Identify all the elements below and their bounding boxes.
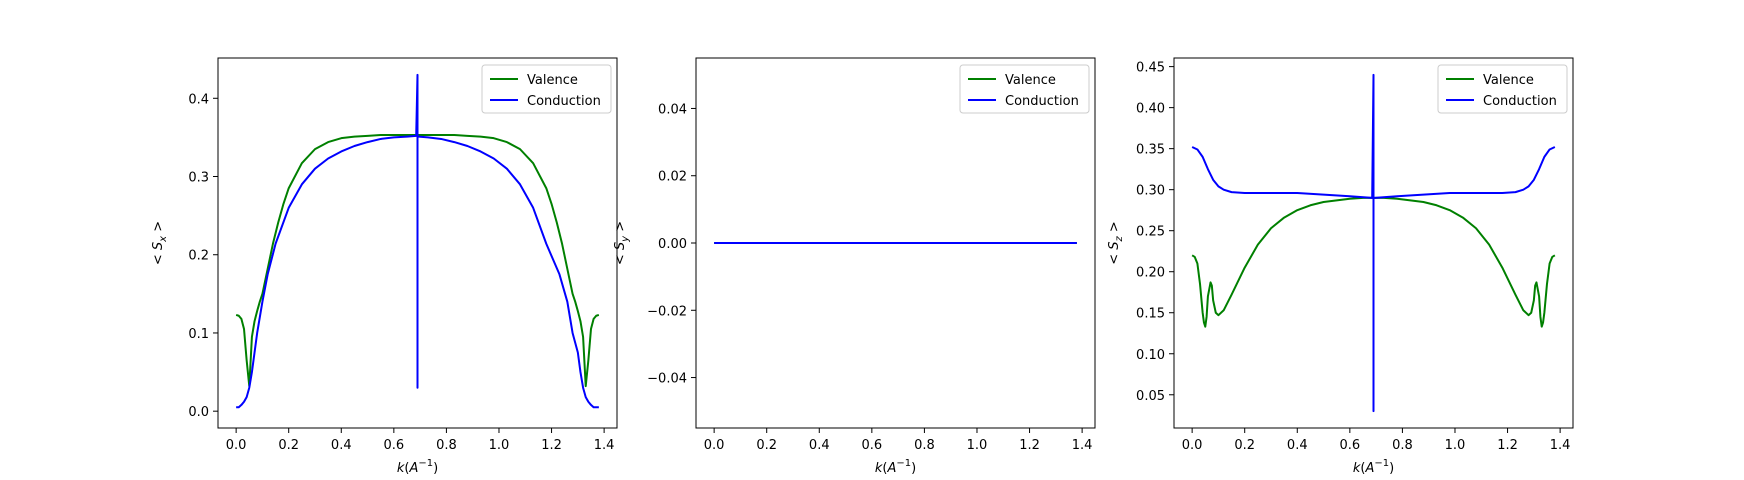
legend-label-valence: Valence xyxy=(1005,73,1056,88)
y-tick-label: 0.0 xyxy=(188,405,209,420)
x-tick-label: 0.0 xyxy=(1182,438,1203,453)
x-tick-label: 1.4 xyxy=(1550,438,1571,453)
y-tick-label: 0.1 xyxy=(188,327,209,342)
x-tick-label: 0.4 xyxy=(331,438,352,453)
x-tick-label: 0.0 xyxy=(226,438,247,453)
legend-label-conduction: Conduction xyxy=(1005,94,1079,109)
y-axis-label: < Sx > xyxy=(151,221,169,265)
y-axis-label: < Sz > xyxy=(1107,221,1125,265)
y-tick-label: 0.3 xyxy=(188,171,209,186)
y-tick-label: 0.40 xyxy=(1136,102,1165,117)
x-tick-label: 1.2 xyxy=(1497,438,1518,453)
plot-area xyxy=(235,73,600,409)
y-axis-label: < Sy > xyxy=(613,221,631,265)
y-tick-label: 0.25 xyxy=(1136,225,1165,240)
x-tick-label: 1.2 xyxy=(541,438,562,453)
x-tick-label: 0.2 xyxy=(1234,438,1255,453)
y-tick-label: 0.30 xyxy=(1136,184,1165,199)
y-tick-label: 0.10 xyxy=(1136,348,1165,363)
y-tick-label: −0.02 xyxy=(647,304,687,319)
y-tick-label: 0.04 xyxy=(658,102,687,117)
y-tick-label: 0.02 xyxy=(658,170,687,185)
legend: Valence Conduction xyxy=(481,64,612,114)
x-tick-label: 0.6 xyxy=(1340,438,1361,453)
legend: Valence Conduction xyxy=(959,64,1090,114)
axes-frame xyxy=(217,57,618,429)
y-tick-label: 0.15 xyxy=(1136,307,1165,322)
y-tick-label: 0.00 xyxy=(658,237,687,252)
x-tick-label: 0.8 xyxy=(436,438,457,453)
x-tick-label: 1.0 xyxy=(967,438,988,453)
y-tick-label: 0.2 xyxy=(188,249,209,264)
x-tick-label: 1.2 xyxy=(1019,438,1040,453)
x-tick-label: 0.4 xyxy=(1287,438,1308,453)
legend-label-conduction: Conduction xyxy=(527,94,601,109)
legend-label-valence: Valence xyxy=(1483,73,1534,88)
y-tick-label: 0.35 xyxy=(1136,143,1165,158)
x-tick-label: 1.4 xyxy=(1072,438,1093,453)
x-tick-label: 1.4 xyxy=(594,438,615,453)
x-tick-label: 0.6 xyxy=(862,438,883,453)
y-tick-label: 0.20 xyxy=(1136,266,1165,281)
legend-label-valence: Valence xyxy=(527,73,578,88)
plot-area xyxy=(1191,73,1556,413)
series-line-conduction xyxy=(1191,73,1556,413)
x-axis-label: k(A−1) xyxy=(1353,458,1394,476)
subplot-panels: 0.0 0.2 0.4 0.6 0.8 1.0 1.2 1.4 0.0 0.1 0.2 0.3 0.4 k… xyxy=(151,57,1574,476)
x-tick-label: 0.0 xyxy=(704,438,725,453)
x-tick-label: 0.4 xyxy=(809,438,830,453)
subplot-3: 0.0 0.2 0.4 0.6 0.8 1.0 1.2 1.4 0.05 0.10 0.15 0.20… xyxy=(1107,57,1574,476)
x-tick-label: 0.8 xyxy=(1392,438,1413,453)
x-tick-label: 1.0 xyxy=(489,438,510,453)
y-tick-label: −0.04 xyxy=(647,372,687,387)
legend-label-conduction: Conduction xyxy=(1483,94,1557,109)
x-tick-label: 0.6 xyxy=(384,438,405,453)
y-tick-label: 0.05 xyxy=(1136,389,1165,404)
x-axis-label: k(A−1) xyxy=(397,458,438,476)
x-tick-label: 0.2 xyxy=(756,438,777,453)
x-axis-label: k(A−1) xyxy=(875,458,916,476)
series-line-conduction xyxy=(236,73,599,409)
x-tick-label: 0.2 xyxy=(278,438,299,453)
legend: Valence Conduction xyxy=(1437,64,1568,114)
x-tick-label: 0.8 xyxy=(914,438,935,453)
y-tick-label: 0.45 xyxy=(1136,61,1165,76)
subplot-1: 0.0 0.2 0.4 0.6 0.8 1.0 1.2 1.4 0.0 0.1 0.2 0.3 0.4 k… xyxy=(151,57,618,476)
x-tick-label: 1.0 xyxy=(1445,438,1466,453)
y-tick-label: 0.4 xyxy=(188,92,209,107)
subplot-2: 0.0 0.2 0.4 0.6 0.8 1.0 1.2 1.4 −0.04 −0.02 0.00 0.… xyxy=(613,57,1096,476)
axes-frame xyxy=(1173,57,1574,429)
